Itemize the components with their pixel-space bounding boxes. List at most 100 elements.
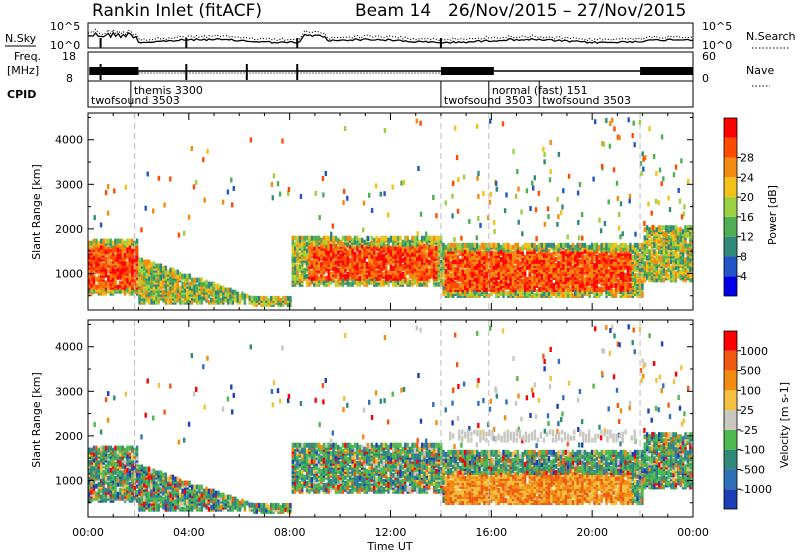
frequency-block bbox=[640, 67, 693, 75]
time-tick-label-6: 00:00 bbox=[677, 526, 709, 539]
beam-title: Beam 14 bbox=[355, 1, 431, 21]
velocity-y-axis: 1000 2000 3000 4000 bbox=[55, 323, 693, 504]
power-ytick-label: 1000 bbox=[55, 267, 83, 280]
time-tick-label-3: 12:00 bbox=[375, 526, 407, 539]
nsky-tick-bottom: 10^0 bbox=[50, 39, 80, 52]
power-colorbar-tick-label: 8 bbox=[740, 250, 747, 263]
nsky-panel bbox=[87, 22, 694, 49]
power-colorbar-tick-label: 20 bbox=[740, 191, 754, 204]
velocity-ylabel: Slant Range [km] bbox=[30, 372, 43, 468]
freq-label-2: [MHz] bbox=[7, 64, 39, 77]
power-colorbar-swatch bbox=[724, 197, 737, 217]
velocity-ytick-label: 3000 bbox=[55, 385, 83, 398]
time-tick-label-0: 00:00 bbox=[72, 526, 104, 539]
nsearch-tick-bottom: 10^0 bbox=[702, 39, 732, 52]
velocity-ytick-label: 4000 bbox=[55, 341, 83, 354]
velocity-colorbar-swatch bbox=[724, 469, 737, 490]
velocity-colorbar-label: Velocity [m s-1] bbox=[778, 382, 791, 468]
power-colorbar-swatch bbox=[724, 157, 737, 178]
velocity-colorbar-tick-label: 1000 bbox=[740, 345, 768, 358]
cpid-segment-label-4: twofsound 3503 bbox=[542, 94, 631, 107]
power-heatmap bbox=[88, 117, 693, 307]
time-tick-label-2: 08:00 bbox=[274, 526, 306, 539]
power-colorbar: 4 8 12 16 20 24 28 bbox=[723, 117, 754, 297]
power-colorbar-swatch bbox=[724, 216, 737, 237]
velocity-heatmap bbox=[88, 324, 693, 514]
frequency-block bbox=[89, 67, 139, 75]
nave-tick-bottom: 0 bbox=[702, 72, 709, 85]
power-colorbar-swatch bbox=[724, 118, 737, 138]
velocity-ytick-label: 2000 bbox=[55, 430, 83, 443]
time-tick-label-4: 16:00 bbox=[475, 526, 507, 539]
power-ytick-label: 4000 bbox=[55, 134, 83, 147]
power-colorbar-swatch bbox=[724, 256, 737, 277]
cpid-segment-label-0: twofsound 3503 bbox=[91, 94, 180, 107]
velocity-x-ticks bbox=[87, 320, 694, 517]
cpid-label: CPID bbox=[7, 88, 36, 101]
power-colorbar-tick-label: 24 bbox=[740, 171, 754, 184]
time-axis-title: Time UT bbox=[366, 540, 412, 553]
nsearch-trace bbox=[87, 28, 694, 42]
velocity-colorbar-tick-label: -1000 bbox=[740, 483, 772, 496]
nsearch-label: N.Search bbox=[746, 30, 796, 43]
power-colorbar-label: Power [dB] bbox=[766, 185, 779, 245]
power-ylabel: Slant Range [km] bbox=[30, 164, 43, 260]
frequency-block bbox=[440, 67, 494, 75]
power-y-axis: 1000 2000 3000 4000 bbox=[55, 116, 693, 297]
power-colorbar-tick-label: 16 bbox=[740, 211, 754, 224]
velocity-colorbar: 1000 500 100 25 -25 -100 -500 -1000 bbox=[723, 330, 772, 510]
velocity-colorbar-swatch bbox=[724, 370, 737, 391]
power-cpid-lines bbox=[134, 113, 641, 310]
velocity-colorbar-tick-label: -100 bbox=[740, 444, 765, 457]
freq-label-1: Freq. bbox=[14, 50, 41, 63]
power-colorbar-tick-label: 4 bbox=[740, 270, 747, 283]
frequency-trace bbox=[89, 64, 693, 80]
time-axis-labels: 00:00 04:00 08:00 12:00 16:00 20:00 00:00 bbox=[72, 526, 709, 539]
power-ytick-label: 2000 bbox=[55, 223, 83, 236]
date-range-title: 26/Nov/2015 – 27/Nov/2015 bbox=[448, 1, 686, 21]
power-colorbar-swatch bbox=[724, 137, 737, 158]
freq-tick-bottom: 8 bbox=[66, 72, 73, 85]
power-colorbar-frame bbox=[723, 117, 738, 297]
velocity-colorbar-swatch bbox=[724, 390, 737, 411]
velocity-colorbar-swatch bbox=[724, 449, 737, 470]
nsky-line bbox=[87, 31, 694, 45]
velocity-colorbar-swatch bbox=[724, 331, 737, 351]
velocity-colorbar-tick-label: -500 bbox=[740, 463, 765, 476]
power-x-ticks bbox=[87, 113, 694, 310]
velocity-cpid-lines bbox=[134, 320, 641, 517]
nsearch-line bbox=[87, 28, 694, 42]
time-tick-label-5: 20:00 bbox=[576, 526, 608, 539]
nave-label: Nave bbox=[746, 64, 774, 77]
nsky-label: N.Sky bbox=[5, 32, 37, 45]
power-colorbar-tick-label: 12 bbox=[740, 231, 754, 244]
nave-tick-top: 60 bbox=[702, 50, 716, 63]
time-tick-label-1: 04:00 bbox=[173, 526, 205, 539]
power-ytick-label: 3000 bbox=[55, 178, 83, 191]
velocity-colorbar-tick-label: -25 bbox=[740, 424, 758, 437]
velocity-colorbar-swatch bbox=[724, 489, 737, 509]
velocity-colorbar-tick-label: 100 bbox=[740, 384, 761, 397]
velocity-colorbar-tick-label: 500 bbox=[740, 365, 761, 378]
velocity-panel: 1000 2000 3000 4000 bbox=[55, 319, 694, 518]
nsearch-tick-top: 10^5 bbox=[702, 20, 732, 33]
velocity-colorbar-swatch bbox=[724, 350, 737, 371]
power-panel: 1000 2000 3000 4000 bbox=[55, 112, 694, 311]
velocity-colorbar-frame bbox=[723, 330, 738, 510]
velocity-ytick-label: 1000 bbox=[55, 474, 83, 487]
velocity-colorbar-swatch bbox=[724, 429, 737, 450]
frequency-panel bbox=[87, 51, 694, 82]
power-colorbar-swatch bbox=[724, 236, 737, 257]
site-title: Rankin Inlet (fitACF) bbox=[92, 1, 262, 21]
power-colorbar-swatch bbox=[724, 276, 737, 296]
velocity-colorbar-tick-label: 25 bbox=[740, 404, 754, 417]
freq-tick-top: 18 bbox=[62, 50, 76, 63]
cpid-segment-label-1: themis 3300 bbox=[134, 84, 203, 97]
power-colorbar-tick-label: 28 bbox=[740, 152, 754, 165]
power-colorbar-swatch bbox=[724, 177, 737, 198]
velocity-colorbar-swatch bbox=[724, 410, 737, 430]
nsky-tick-top: 10^5 bbox=[50, 20, 80, 33]
